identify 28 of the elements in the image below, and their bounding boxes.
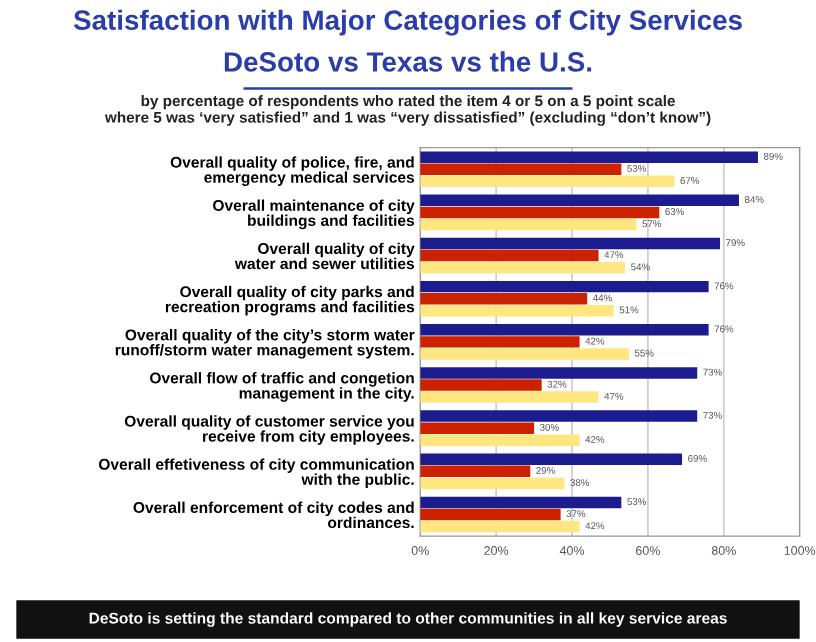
chart-title: Satisfaction with Major Categories of City Services DeSoto vs Texas vs the U.S.	[73, 9, 742, 72]
bar	[420, 175, 675, 188]
bar	[420, 379, 542, 391]
bar	[420, 163, 622, 175]
bar	[420, 508, 561, 521]
bar	[420, 391, 599, 403]
bar	[420, 453, 683, 465]
bar	[420, 324, 709, 336]
bar	[420, 292, 588, 305]
bar	[420, 477, 565, 490]
bar	[420, 348, 629, 360]
bar	[420, 218, 637, 231]
bar	[420, 151, 758, 163]
bar	[420, 367, 698, 379]
bar	[420, 206, 660, 219]
bar	[420, 336, 580, 348]
bar	[420, 520, 580, 533]
bar	[420, 305, 614, 317]
bar	[420, 194, 739, 207]
bar	[420, 496, 622, 509]
bar	[420, 422, 535, 434]
bar	[420, 261, 626, 274]
bar	[420, 280, 709, 293]
bar	[420, 465, 531, 478]
bar	[420, 249, 599, 262]
bar	[420, 410, 698, 422]
bar	[420, 434, 580, 446]
bar	[420, 237, 720, 250]
